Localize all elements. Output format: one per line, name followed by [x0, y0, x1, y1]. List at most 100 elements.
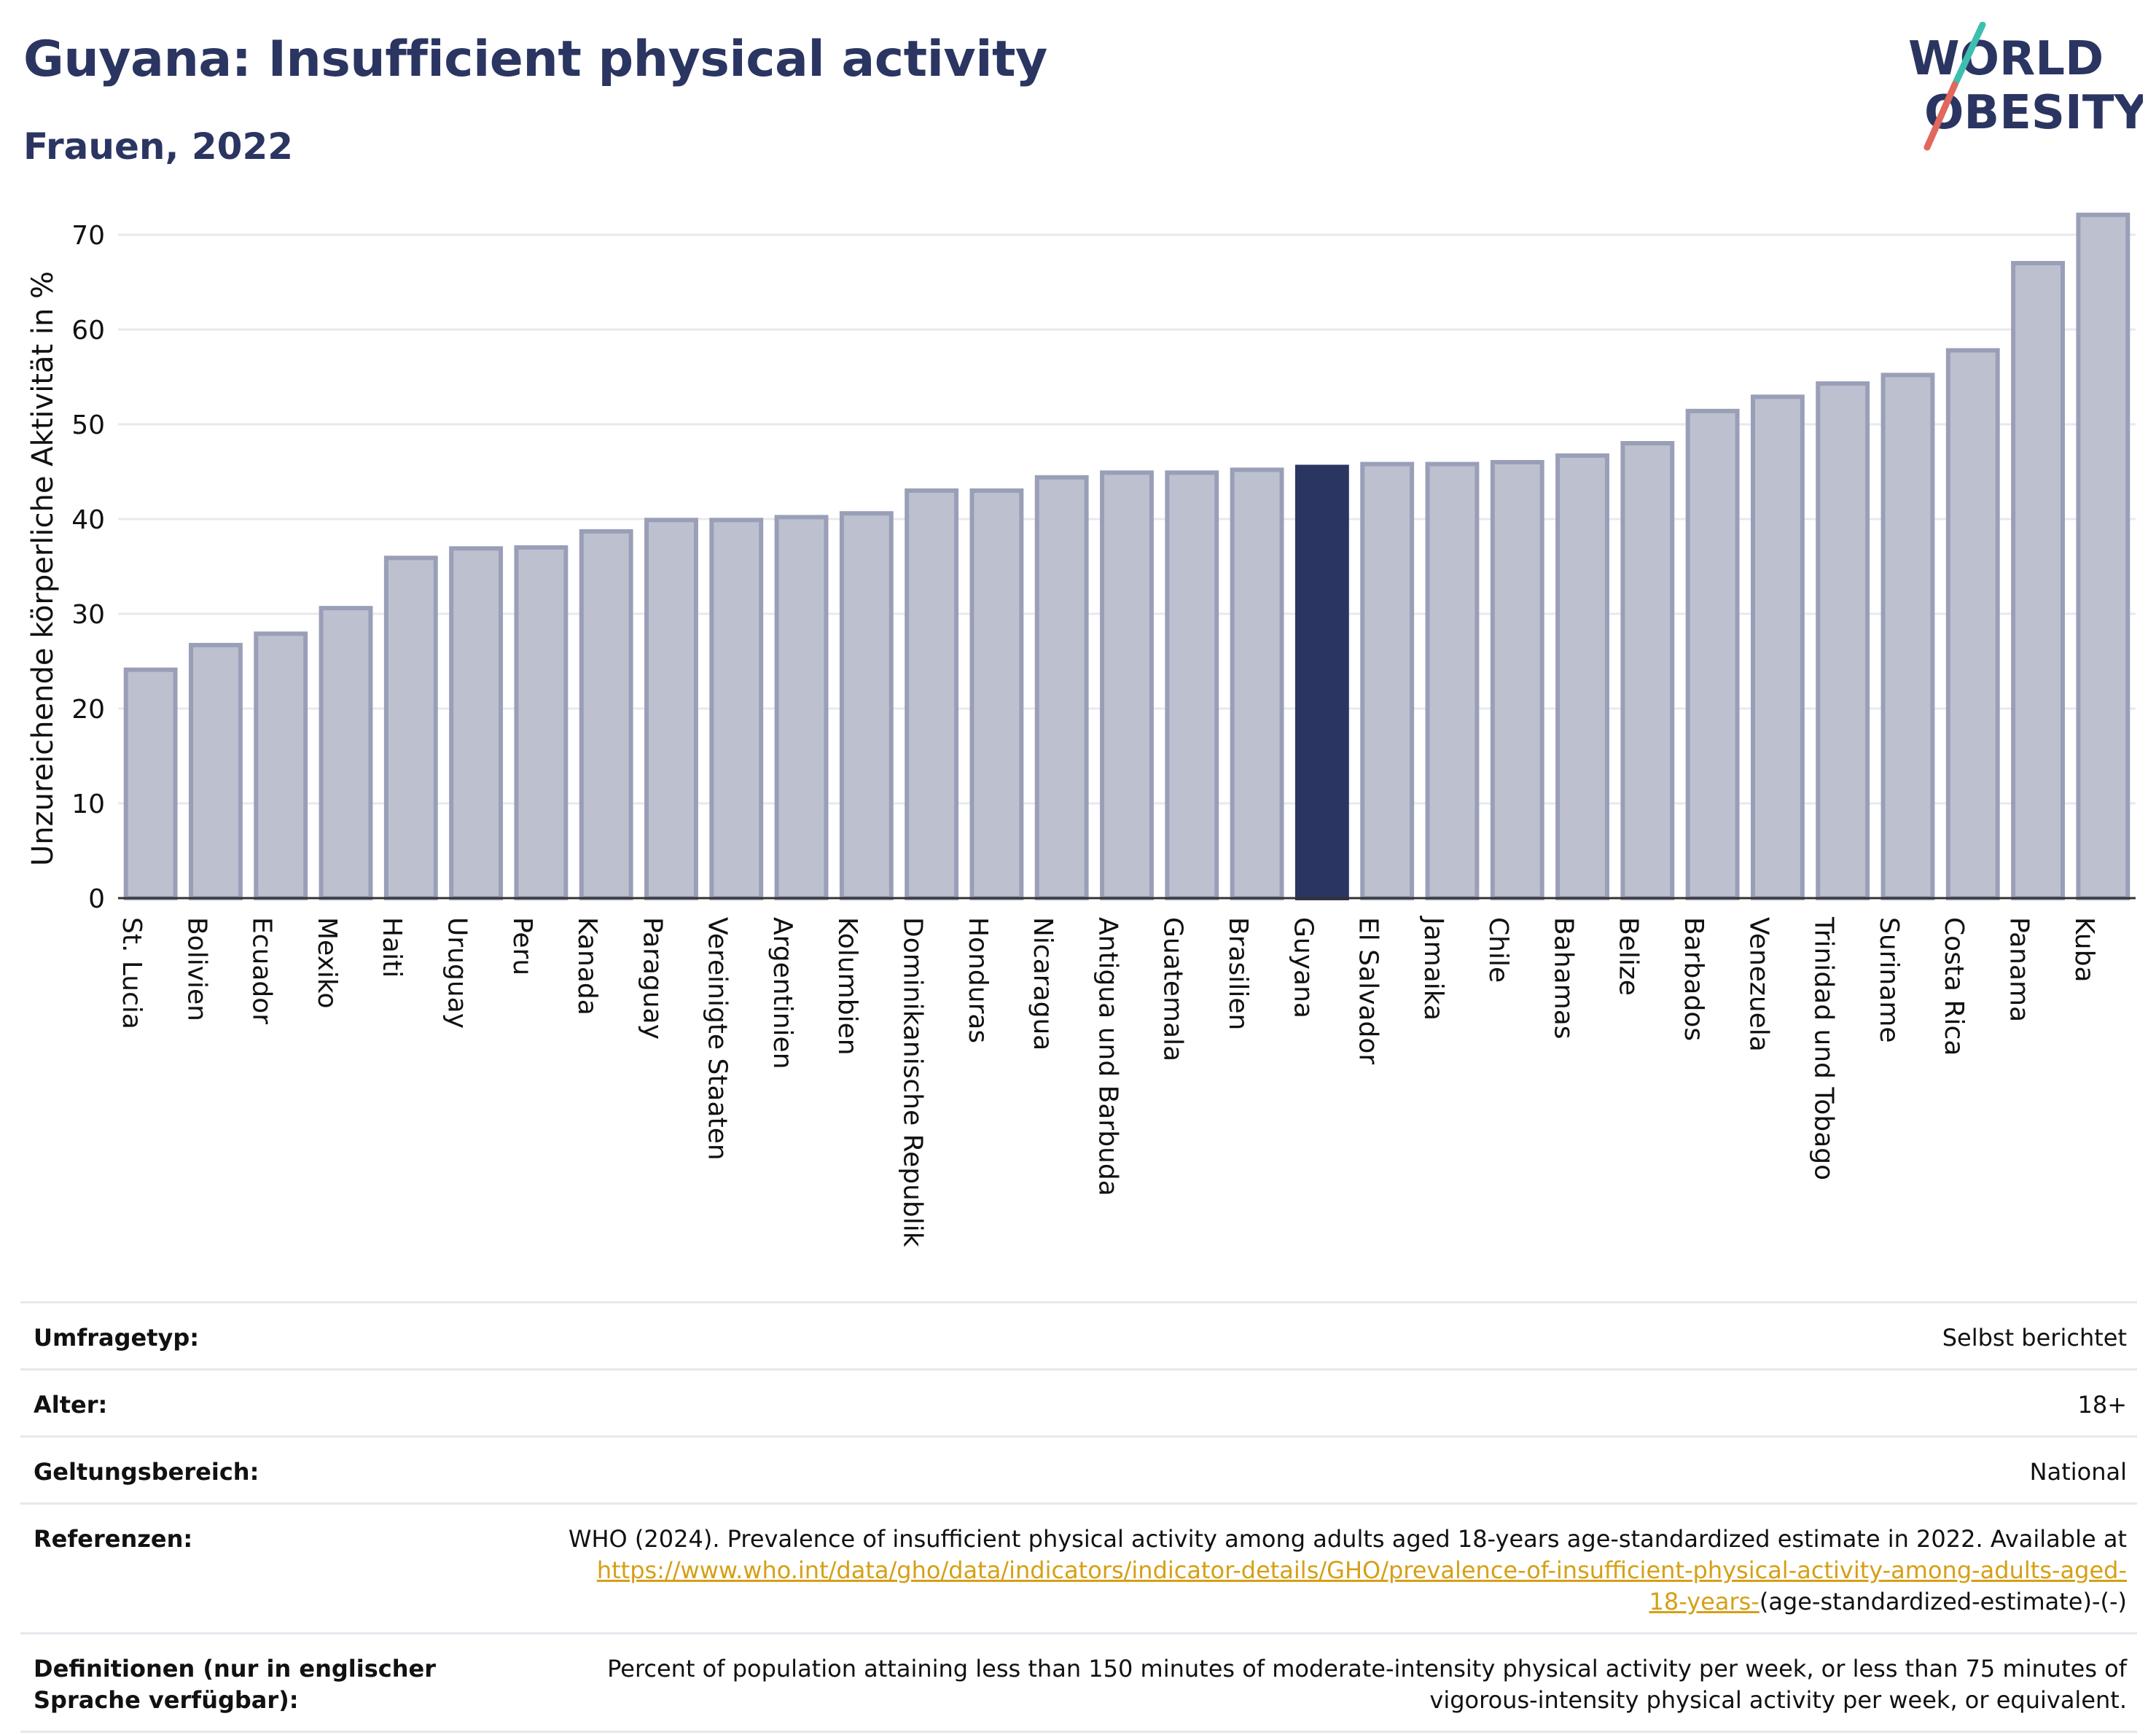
bar-chile — [1490, 460, 1544, 900]
svg-text:WORLD: WORLD — [1908, 32, 2104, 86]
bar-paraguay — [644, 518, 698, 900]
definitions-row: Definitionen (nur in englischer Sprache … — [20, 1632, 2137, 1733]
scope-label: Geltungsbereich: — [34, 1458, 259, 1486]
bar-vereinigte-staaten — [709, 518, 764, 900]
bar-argentinien — [774, 515, 829, 900]
x-tick-label: Brasilien — [1223, 917, 1253, 1030]
references-text: WHO (2024). Prevalence of insufficient p… — [568, 1525, 2127, 1553]
x-tick-label: Dominikanische Republik — [898, 917, 928, 1247]
bar-dominikanische-republik — [905, 488, 959, 900]
x-tick-label: El Salvador — [1354, 917, 1383, 1064]
references-suffix: (age-standardized-estimate)-(-) — [1759, 1588, 2127, 1615]
bar-jamaika — [1425, 461, 1480, 900]
x-tick-label: Guatemala — [1158, 917, 1188, 1061]
bar-kanada — [579, 529, 633, 901]
bars — [123, 212, 2130, 901]
bar-peru — [514, 545, 569, 900]
bar-uruguay — [449, 546, 504, 900]
bar-ecuador — [254, 631, 308, 900]
bar-costa-rica — [1945, 348, 2000, 901]
svg-text:OBESITY: OBESITY — [1924, 86, 2143, 140]
bar-guatemala — [1165, 470, 1219, 900]
bar-bolivien — [189, 642, 243, 901]
x-tick-label: Mexiko — [312, 917, 342, 1008]
bar-chart: 0 10 20 30 40 50 60 70 St. Lucia Bolivien Ecuador… — [26, 212, 2136, 1247]
age-row: Alter: 18+ — [20, 1368, 2137, 1435]
x-tick-label: Kuba — [2069, 917, 2099, 983]
definitions-label: Definitionen (nur in englischer Sprache … — [34, 1655, 436, 1714]
bar-panama — [2011, 261, 2065, 900]
survey-type-row: Umfragetyp: Selbst berichtet — [20, 1301, 2137, 1368]
y-tick-label: 50 — [71, 410, 105, 440]
references-value: WHO (2024). Prevalence of insufficient p… — [544, 1524, 2127, 1618]
bar-venezuela — [1750, 394, 1805, 900]
y-tick-label: 70 — [71, 221, 105, 251]
definitions-value: Percent of population attaining less tha… — [607, 1655, 2127, 1714]
x-tick-label: Barbados — [1679, 917, 1708, 1041]
bar-haiti — [383, 555, 438, 900]
bar-guyana — [1294, 464, 1349, 900]
x-tick-label: Paraguay — [637, 917, 667, 1040]
x-tick-label: Kanada — [572, 917, 602, 1015]
x-tick-label: Bolivien — [181, 917, 211, 1021]
age-value: 18+ — [2077, 1391, 2127, 1419]
bar-antigua-und-barbuda — [1100, 470, 1154, 900]
metadata-table: Umfragetyp: Selbst berichtet Alter: 18+ … — [20, 1301, 2137, 1733]
references-link[interactable]: https://www.who.int/data/gho/data/indica… — [596, 1556, 2127, 1584]
x-tick-label: Honduras — [963, 917, 993, 1043]
age-label: Alter: — [34, 1391, 108, 1419]
y-axis-label: Unzureichende körperliche Aktivität in % — [26, 271, 60, 866]
bar-brasilien — [1230, 467, 1284, 900]
x-tick-labels: St. Lucia Bolivien Ecuador Mexiko Haiti Urugu… — [117, 916, 2099, 1247]
scope-row: Geltungsbereich: National — [20, 1435, 2137, 1502]
y-tick-label: 20 — [71, 695, 105, 725]
x-tick-label: Nicaragua — [1028, 917, 1058, 1050]
x-tick-label: Uruguay — [442, 917, 472, 1029]
x-tick-label: Vereinigte Staaten — [703, 917, 733, 1161]
x-tick-label: Bahamas — [1548, 917, 1578, 1040]
bar-belize — [1620, 441, 1675, 900]
x-tick-label: Guyana — [1288, 917, 1318, 1018]
scope-value: National — [2029, 1458, 2127, 1486]
survey-type-value: Selbst berichtet — [1942, 1324, 2127, 1352]
x-tick-label: Haiti — [377, 917, 407, 978]
x-tick-label: Venezuela — [1743, 917, 1773, 1052]
bar-st.-lucia — [123, 667, 178, 900]
references-label: Referenzen: — [34, 1525, 193, 1553]
y-tick-labels: 0 10 20 30 40 50 60 70 — [71, 221, 105, 914]
x-tick-label: Suriname — [1874, 917, 1904, 1043]
y-tick-label: 30 — [71, 600, 105, 630]
x-tick-label: Belize — [1614, 917, 1644, 996]
x-tick-label: Kolumbien — [832, 917, 862, 1056]
bar-kolumbien — [839, 511, 894, 900]
bar-suriname — [1880, 373, 1935, 900]
bar-nicaragua — [1034, 475, 1089, 900]
references-link-continued[interactable]: 18-years- — [1649, 1588, 1759, 1615]
x-tick-label: Panama — [2004, 917, 2034, 1022]
x-tick-label: Costa Rica — [1939, 917, 1969, 1056]
bar-mexiko — [319, 606, 373, 900]
bar-barbados — [1685, 408, 1740, 900]
y-tick-label: 60 — [71, 316, 105, 346]
x-tick-label: Antigua und Barbuda — [1093, 917, 1122, 1196]
y-tick-label: 40 — [71, 505, 105, 535]
x-tick-label: Chile — [1483, 917, 1513, 983]
survey-type-label: Umfragetyp: — [34, 1324, 200, 1352]
bar-kuba — [2076, 212, 2130, 900]
x-tick-label: Trinidad und Tobago — [1809, 916, 1839, 1180]
bar-bahamas — [1555, 453, 1609, 900]
x-tick-label: Jamaika — [1418, 916, 1448, 1021]
x-tick-label: Peru — [507, 917, 537, 975]
x-tick-label: Ecuador — [247, 917, 277, 1024]
y-tick-label: 10 — [71, 789, 105, 819]
chart-title: Guyana: Insufficient physical activity — [23, 31, 1047, 88]
x-tick-label: St. Lucia — [117, 917, 147, 1029]
references-row: Referenzen: WHO (2024). Prevalence of in… — [20, 1502, 2137, 1632]
x-tick-label: Argentinien — [768, 917, 797, 1069]
bar-trinidad-und-tobago — [1816, 381, 1870, 900]
y-tick-label: 0 — [88, 884, 105, 914]
bar-honduras — [969, 488, 1024, 900]
world-obesity-logo: WORLD OBESITY — [1908, 22, 2143, 151]
chart-subtitle: Frauen, 2022 — [23, 125, 294, 168]
bar-el-salvador — [1360, 461, 1415, 900]
